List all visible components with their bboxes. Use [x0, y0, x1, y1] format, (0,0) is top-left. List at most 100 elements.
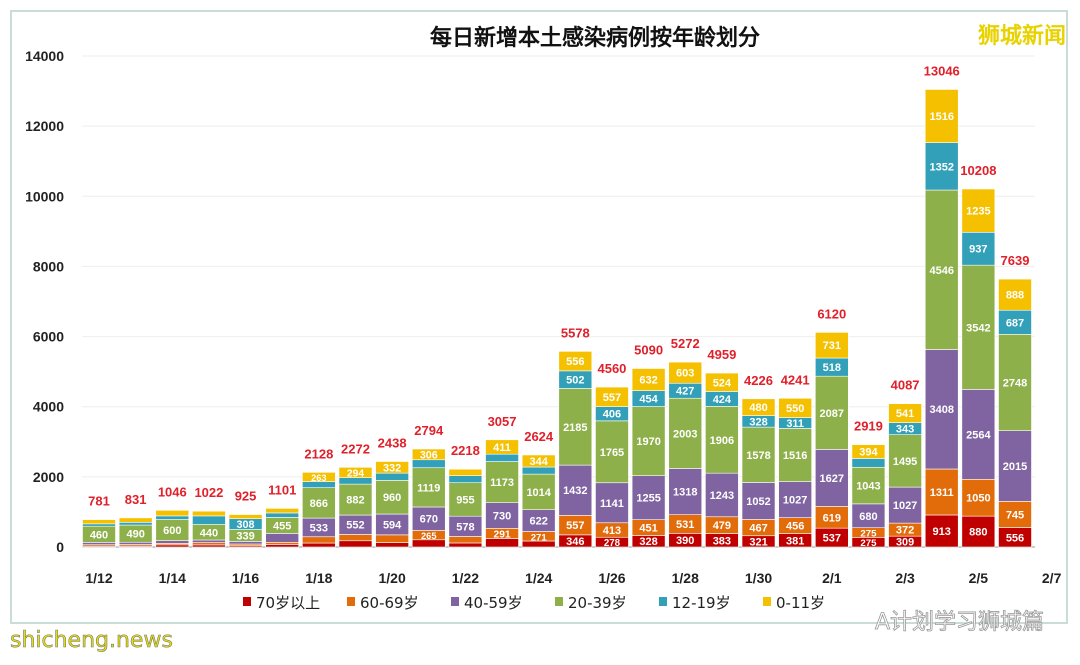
y-tick-label: 14000	[25, 48, 64, 64]
segment-label: 332	[383, 462, 401, 474]
segment-label: 406	[603, 409, 621, 421]
legend-label: 12-19岁	[672, 594, 731, 612]
bar-segment	[338, 540, 373, 548]
segment-label: 687	[1006, 317, 1024, 329]
total-label: 2794	[414, 423, 444, 438]
y-tick-label: 2000	[33, 469, 64, 485]
total-label: 925	[235, 489, 257, 504]
bar-segment	[302, 487, 336, 519]
segment-label: 394	[859, 447, 878, 459]
bar-segment	[192, 544, 226, 548]
segment-label: 278	[604, 538, 621, 549]
segment-label: 556	[1006, 532, 1024, 544]
bar-segment	[265, 544, 300, 548]
watermark-bottom-right: A计划学习狮城篇	[874, 610, 1045, 636]
segment-label: 556	[566, 356, 584, 368]
bar-segment	[741, 398, 776, 416]
bar-segment	[155, 540, 190, 544]
x-tick-label: 1/30	[745, 570, 772, 586]
bar-segment	[814, 332, 849, 359]
segment-label: 346	[566, 536, 584, 548]
bar-segment	[558, 388, 593, 466]
segment-label: 1050	[966, 493, 990, 505]
segment-label: 537	[823, 533, 841, 545]
legend-swatch	[243, 597, 251, 606]
segment-label: 1027	[783, 495, 807, 507]
bar-segment	[705, 372, 739, 392]
bar-segment	[924, 89, 959, 143]
segment-label: 372	[896, 525, 914, 537]
bar-segment	[814, 375, 849, 450]
segment-label: 1627	[820, 473, 844, 485]
bar-segment	[961, 389, 996, 480]
segment-label: 306	[420, 449, 438, 461]
total-label: 4226	[744, 373, 773, 388]
total-label: 2624	[524, 429, 554, 444]
legend-swatch	[555, 597, 563, 606]
segment-label: 622	[530, 516, 548, 528]
bar-segment	[155, 510, 190, 517]
segment-label: 271	[531, 532, 548, 543]
bar-segment	[924, 468, 959, 516]
bar-segment	[302, 472, 336, 482]
watermark-top-right: 狮城新闻	[977, 24, 1066, 49]
x-tick-label: 2/5	[969, 570, 989, 586]
segment-label: 1318	[673, 487, 697, 499]
segment-label: 467	[749, 523, 767, 535]
bar-segment	[375, 542, 409, 548]
segment-label: 557	[603, 392, 621, 404]
segment-label: 632	[639, 375, 657, 387]
total-label: 7639	[1001, 253, 1030, 268]
segment-label: 413	[603, 525, 621, 537]
bar-segment	[118, 517, 153, 523]
segment-label: 552	[346, 520, 364, 532]
segment-label: 882	[346, 495, 364, 507]
segment-label: 383	[713, 535, 731, 547]
segment-label: 1906	[710, 435, 734, 447]
segment-label: 680	[859, 511, 877, 523]
bar-segment	[265, 508, 300, 514]
bar-segment	[521, 454, 556, 468]
legend-swatch	[659, 597, 667, 606]
segment-label: 480	[749, 402, 767, 414]
segment-label: 454	[639, 394, 658, 406]
bar-segment	[888, 486, 922, 524]
total-label: 831	[125, 492, 147, 507]
segment-label: 1173	[490, 477, 514, 489]
total-label: 2218	[451, 443, 480, 458]
bar-segment	[192, 510, 226, 517]
segment-label: 309	[896, 537, 914, 549]
x-tick-label: 1/22	[452, 570, 479, 586]
segment-label: 745	[1006, 509, 1024, 521]
chart-frame	[10, 10, 1068, 624]
bar-segment	[924, 142, 959, 191]
segment-label: 730	[493, 511, 511, 523]
segment-label: 275	[860, 529, 877, 540]
x-tick-label: 2/1	[822, 570, 842, 586]
segment-label: 381	[786, 535, 804, 547]
bar-segment	[82, 542, 116, 546]
bar-segment	[448, 542, 483, 548]
bar-segment	[448, 475, 483, 484]
segment-label: 2087	[820, 408, 844, 420]
segment-label: 1765	[600, 447, 624, 459]
bar-segment	[411, 448, 446, 461]
bar-segment	[265, 533, 300, 543]
total-label: 2272	[341, 441, 370, 456]
segment-label: 550	[786, 403, 804, 415]
legend-label: 70岁以上	[256, 594, 320, 612]
segment-label: 2185	[563, 422, 587, 434]
bar-segment	[302, 542, 336, 548]
total-label: 6120	[817, 306, 846, 321]
segment-label: 502	[566, 375, 584, 387]
bar-segment	[778, 397, 812, 418]
segment-label: 670	[420, 514, 438, 526]
total-label: 3057	[488, 414, 517, 429]
bar-segment	[668, 361, 703, 384]
y-tick-label: 10000	[25, 188, 64, 204]
segment-label: 411	[493, 442, 511, 454]
bar-segment	[375, 461, 409, 474]
legend-swatch	[451, 597, 459, 606]
bar-segment	[814, 449, 849, 507]
segment-label: 294	[347, 468, 364, 479]
